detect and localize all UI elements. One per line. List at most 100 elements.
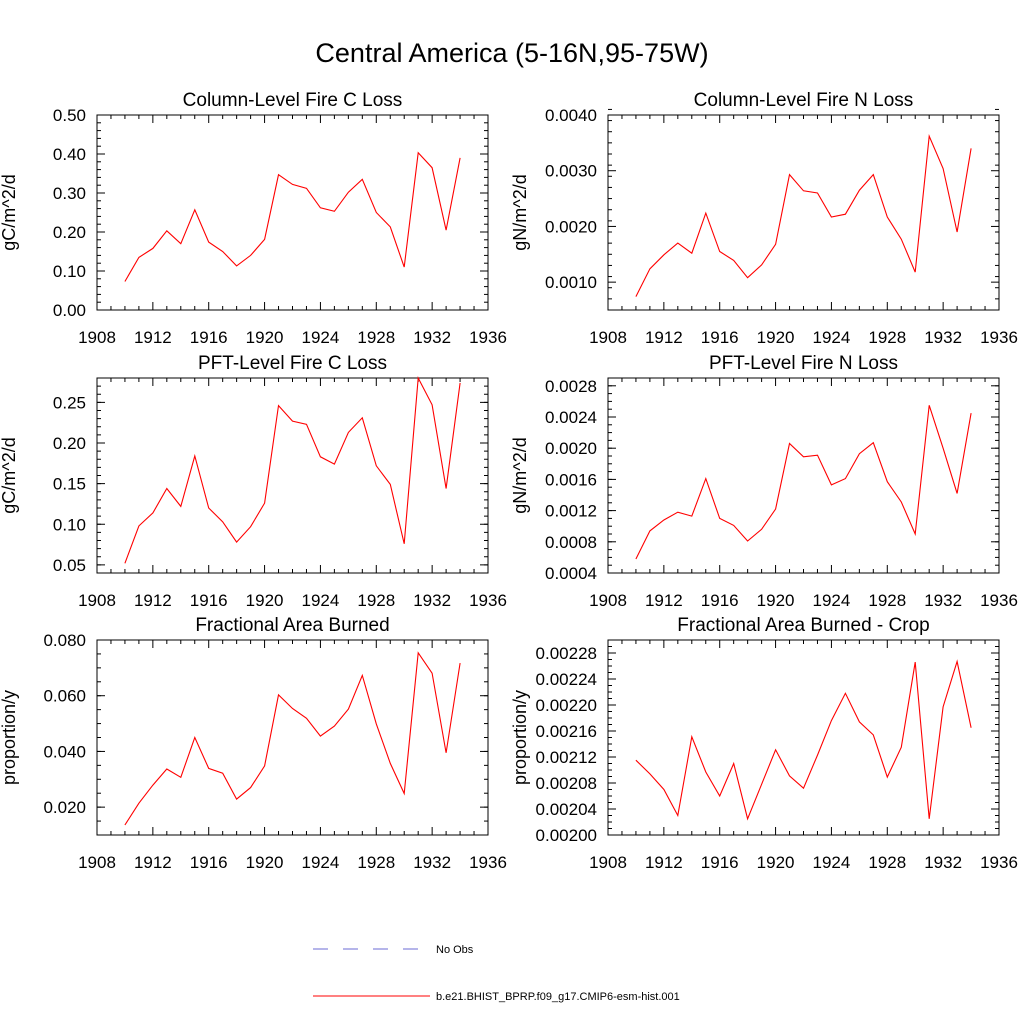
y-tick-label: 0.0040 <box>545 106 597 125</box>
x-tick-label: 1932 <box>413 328 451 347</box>
y-tick-label: 0.00216 <box>536 722 597 741</box>
x-tick-label: 1920 <box>757 853 795 872</box>
y-tick-label: 0.0008 <box>545 533 597 552</box>
x-tick-label: 1920 <box>246 591 284 610</box>
y-tick-label: 0.20 <box>53 434 86 453</box>
x-tick-label: 1908 <box>589 591 627 610</box>
y-tick-label: 0.15 <box>53 475 86 494</box>
legend: No Obs b.e21.BHIST_BPRP.f09_g17.CMIP6-es… <box>313 944 680 1003</box>
x-tick-label: 1932 <box>924 328 962 347</box>
y-tick-label: 0.00220 <box>536 696 597 715</box>
y-tick-label: 0.0010 <box>545 273 597 292</box>
series-line <box>635 659 972 821</box>
x-tick-label: 1908 <box>78 591 116 610</box>
x-tick-label: 1908 <box>78 328 116 347</box>
x-tick-label: 1936 <box>980 853 1018 872</box>
x-tick-label: 1936 <box>980 328 1018 347</box>
x-tick-label: 1928 <box>868 328 906 347</box>
chart-panel-4: PFT-Level Fire N Loss gN/m^2/d 1908 1912 191… <box>510 353 1018 610</box>
x-tick-label: 1916 <box>701 591 739 610</box>
y-axis-label: proportion/y <box>0 690 19 785</box>
x-tick-label: 1912 <box>134 328 172 347</box>
y-tick-label: 0.080 <box>43 631 86 650</box>
x-tick-label: 1936 <box>980 591 1018 610</box>
x-tick-label: 1908 <box>589 853 627 872</box>
y-axis-label: proportion/y <box>510 690 530 785</box>
y-tick-label: 0.0016 <box>545 470 597 489</box>
y-tick-label: 0.40 <box>53 145 86 164</box>
x-tick-label: 1920 <box>757 328 795 347</box>
x-tick-label: 1912 <box>645 591 683 610</box>
x-tick-label: 1928 <box>868 591 906 610</box>
x-tick-label: 1908 <box>589 328 627 347</box>
x-tick-label: 1912 <box>645 328 683 347</box>
x-tick-label: 1932 <box>413 853 451 872</box>
y-tick-label: 0.00228 <box>536 644 597 663</box>
plot-frame <box>96 377 489 574</box>
panel-title: Column-Level Fire N Loss <box>694 90 914 111</box>
x-tick-label: 1908 <box>78 853 116 872</box>
series-line <box>124 376 461 564</box>
x-tick-label: 1928 <box>868 853 906 872</box>
chart-panel-3: PFT-Level Fire C Loss gC/m^2/d 1908 1912 191… <box>0 353 507 610</box>
series-line <box>635 134 972 297</box>
y-tick-label: 0.00224 <box>536 670 597 689</box>
panel-title: PFT-Level Fire N Loss <box>709 353 898 374</box>
y-tick-label: 0.00212 <box>536 748 597 767</box>
y-tick-label: 0.0030 <box>545 162 597 181</box>
y-tick-label: 0.30 <box>53 184 86 203</box>
y-tick-label: 0.00200 <box>536 826 597 845</box>
y-tick-label: 0.0028 <box>545 377 597 396</box>
plot-frame <box>607 639 1000 836</box>
x-tick-label: 1920 <box>246 853 284 872</box>
x-tick-label: 1912 <box>134 853 172 872</box>
y-tick-label: 0.00204 <box>536 800 597 819</box>
panel-title: Column-Level Fire C Loss <box>183 90 403 111</box>
y-tick-label: 0.0020 <box>545 439 597 458</box>
y-tick-label: 0.0020 <box>545 217 597 236</box>
chart-panel-1: Column-Level Fire C Loss gC/m^2/d 1908 1912… <box>0 90 507 347</box>
x-tick-label: 1932 <box>924 853 962 872</box>
panel-title: Fractional Area Burned - Crop <box>677 615 929 636</box>
panel-title: Fractional Area Burned <box>195 615 389 636</box>
x-tick-label: 1916 <box>701 328 739 347</box>
y-tick-label: 0.10 <box>53 262 86 281</box>
legend-label-no-obs: No Obs <box>436 944 474 956</box>
y-tick-label: 0.25 <box>53 393 86 412</box>
x-tick-label: 1932 <box>413 591 451 610</box>
y-axis-label: gC/m^2/d <box>0 437 19 513</box>
plot-frame <box>96 114 489 311</box>
y-axis-label: gC/m^2/d <box>0 174 19 250</box>
x-tick-label: 1928 <box>357 328 395 347</box>
y-tick-label: 0.00208 <box>536 774 597 793</box>
panel-title: PFT-Level Fire C Loss <box>198 353 387 374</box>
x-tick-label: 1920 <box>757 591 795 610</box>
plot-frame <box>607 114 1000 311</box>
y-tick-label: 0.50 <box>53 106 86 125</box>
y-tick-label: 0.040 <box>43 742 86 761</box>
y-tick-label: 0.0024 <box>545 408 597 427</box>
figure-title: Central America (5-16N,95-75W) <box>315 38 709 68</box>
x-tick-label: 1912 <box>134 591 172 610</box>
x-tick-label: 1924 <box>302 328 340 347</box>
plot-frame <box>607 377 1000 574</box>
x-tick-label: 1916 <box>701 853 739 872</box>
y-tick-label: 0.020 <box>43 798 86 817</box>
x-tick-label: 1916 <box>190 853 228 872</box>
chart-panel-2: Column-Level Fire N Loss gN/m^2/d 1908 1912… <box>510 90 1018 347</box>
x-tick-label: 1924 <box>813 328 851 347</box>
y-tick-label: 0.0004 <box>545 564 597 583</box>
x-tick-label: 1928 <box>357 853 395 872</box>
y-tick-label: 0.0012 <box>545 502 597 521</box>
x-tick-label: 1920 <box>246 328 284 347</box>
x-tick-label: 1916 <box>190 328 228 347</box>
x-tick-label: 1928 <box>357 591 395 610</box>
x-tick-label: 1924 <box>302 853 340 872</box>
y-axis-label: gN/m^2/d <box>510 174 530 250</box>
y-axis-label: gN/m^2/d <box>510 437 530 513</box>
x-tick-label: 1936 <box>469 591 507 610</box>
y-tick-label: 0.00 <box>53 301 86 320</box>
series-line <box>635 405 972 560</box>
x-tick-label: 1932 <box>924 591 962 610</box>
